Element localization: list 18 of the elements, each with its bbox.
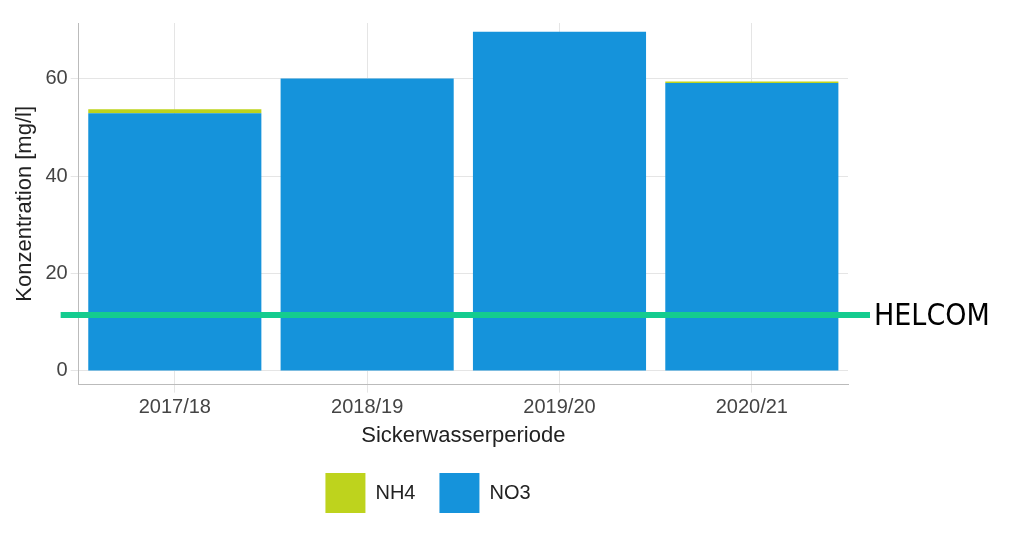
y-tick-label: 20 <box>45 261 68 283</box>
y-tick-label: 60 <box>45 66 68 89</box>
legend-label: NH4 <box>375 480 416 503</box>
y-tick-label: 0 <box>56 358 68 381</box>
x-tick-label: 2017/18 <box>138 395 211 418</box>
x-tick-label: 2020/21 <box>715 395 788 418</box>
x-tick-label: 2018/19 <box>331 395 404 418</box>
bar <box>88 109 262 114</box>
ref-line-label: HELCOM <box>874 296 990 332</box>
y-tick-label: 40 <box>45 163 68 186</box>
x-tick-label: 2019/20 <box>523 395 596 418</box>
bar <box>472 31 647 371</box>
x-axis-title: Sickerwasserperiode <box>361 421 566 447</box>
y-axis-title: Konzentration [mg/l] <box>11 105 37 302</box>
legend-label: NO3 <box>489 480 531 503</box>
bar <box>88 113 262 371</box>
bar <box>280 78 454 371</box>
bar <box>665 82 839 371</box>
